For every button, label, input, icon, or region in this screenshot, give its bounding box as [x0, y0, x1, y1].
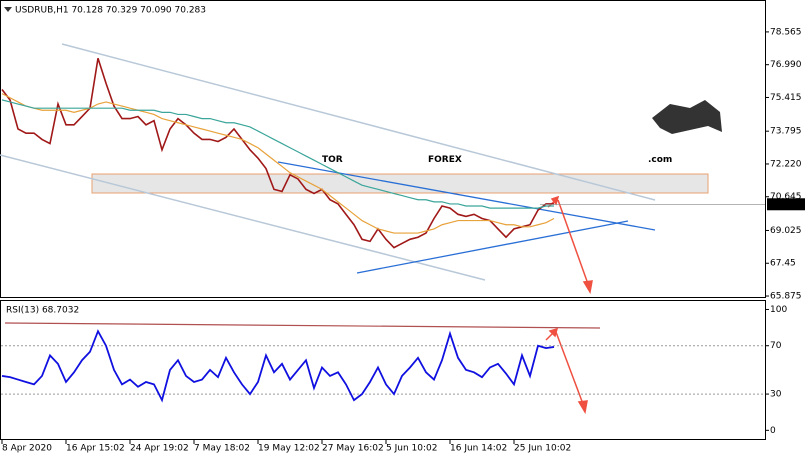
bull-icon — [652, 100, 722, 134]
x-tick-label: 8 Apr 2020 — [2, 444, 52, 454]
rsi-trend-line — [4, 322, 601, 329]
series-line — [1, 57, 554, 249]
x-tick-label: 5 Jun 10:02 — [386, 444, 437, 454]
y-tick-label: 70 — [770, 341, 782, 351]
arrow-head — [550, 195, 560, 206]
x-tick-label: 25 Jun 10:02 — [514, 444, 571, 454]
price-panel — [0, 0, 766, 298]
watermark: TOR FOREX .com — [322, 100, 722, 165]
y-tick-label: 69.025 — [770, 226, 802, 236]
arrow — [555, 331, 584, 405]
series-line — [1, 329, 555, 403]
watermark-text: TOR — [322, 155, 343, 165]
y-tick-label: 30 — [770, 390, 782, 400]
y-tick-label: 70.645 — [770, 192, 802, 202]
rsi-panel — [0, 300, 766, 440]
x-tick-label: 24 Apr 19:02 — [130, 444, 189, 454]
y-tick-label: 67.45 — [770, 259, 796, 269]
x-tick-label: 7 May 18:02 — [194, 444, 250, 454]
watermark-text: .com — [648, 155, 672, 165]
x-tick-label: 16 Jun 14:02 — [450, 444, 507, 454]
y-tick-label: 100 — [770, 305, 787, 315]
y-tick-label: 0 — [770, 426, 776, 436]
price-label: 70.283 — [770, 200, 802, 210]
title-icon — [4, 7, 12, 12]
watermark-text: FOREX — [428, 155, 462, 165]
trend-line — [356, 220, 629, 274]
y-tick-label: 65.875 — [770, 292, 802, 302]
series-line — [1, 99, 554, 209]
y-tick-label: 73.795 — [770, 127, 802, 137]
y-tick-label: 75.415 — [770, 93, 802, 103]
arrow-head — [582, 280, 593, 295]
series-line — [1, 93, 555, 234]
y-tick-label: 76.990 — [770, 60, 802, 70]
channel-line — [61, 43, 656, 201]
y-tick-label: 72.220 — [770, 159, 802, 169]
arrow-head — [577, 400, 588, 415]
price-box — [767, 198, 805, 211]
trend-line — [277, 161, 656, 231]
arrow — [557, 199, 589, 285]
chart-title: RSI(13) 68.7032 — [6, 306, 79, 316]
x-tick-label: 19 May 12:02 — [258, 444, 320, 454]
y-tick-label: 78.565 — [770, 27, 802, 37]
x-tick-label: 27 May 16:02 — [322, 444, 384, 454]
x-tick-label: 16 Apr 15:02 — [66, 444, 125, 454]
channel-line — [0, 154, 486, 281]
chart-title: USDRUB,H1 70.128 70.329 70.090 70.283 — [15, 6, 206, 16]
